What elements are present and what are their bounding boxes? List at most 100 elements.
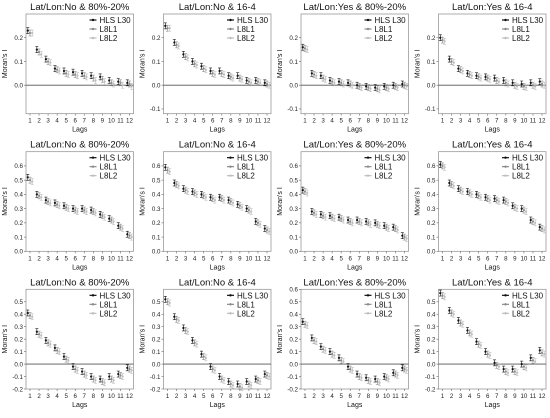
data-point bbox=[245, 207, 248, 210]
data-point bbox=[245, 380, 248, 383]
y-tick-label: 0.3 bbox=[14, 324, 23, 331]
data-point bbox=[49, 201, 52, 205]
legend-label: L8L2 bbox=[237, 172, 255, 181]
legend-marker bbox=[366, 312, 370, 315]
x-tick-label: 10 bbox=[520, 118, 527, 125]
data-point bbox=[321, 76, 325, 80]
data-point bbox=[484, 196, 487, 199]
chart-title: Lat/Lon:Yes & 80%-20% bbox=[303, 140, 406, 151]
data-point bbox=[450, 60, 453, 63]
data-point bbox=[121, 375, 124, 378]
data-point bbox=[130, 369, 133, 372]
data-point bbox=[405, 237, 408, 240]
data-point bbox=[477, 343, 480, 346]
data-point bbox=[342, 360, 345, 363]
data-point bbox=[94, 211, 97, 214]
x-tick-label: 12 bbox=[539, 118, 546, 125]
y-tick-label: -0.2 bbox=[150, 386, 161, 393]
data-point bbox=[53, 346, 57, 349]
y-tick-label: -0.2 bbox=[425, 386, 436, 393]
data-point bbox=[477, 194, 480, 197]
data-point bbox=[525, 210, 528, 213]
legend-marker bbox=[229, 312, 232, 315]
data-point bbox=[534, 221, 537, 224]
data-point bbox=[355, 218, 359, 222]
data-point bbox=[321, 348, 325, 351]
x-tick-label: 12 bbox=[264, 393, 271, 400]
data-point bbox=[374, 221, 377, 224]
legend-marker bbox=[366, 36, 370, 40]
data-point bbox=[37, 333, 41, 336]
data-point bbox=[479, 76, 482, 80]
data-point bbox=[202, 194, 205, 197]
x-tick-label: 4 bbox=[193, 118, 197, 125]
x-tick-label: 2 bbox=[450, 393, 454, 400]
data-point bbox=[121, 227, 124, 230]
data-point bbox=[315, 74, 318, 77]
data-point bbox=[439, 36, 442, 39]
x-tick-label: 2 bbox=[450, 118, 454, 125]
y-axis-label: Moran's I bbox=[2, 187, 9, 216]
legend-label: L8L2 bbox=[237, 309, 255, 318]
data-point bbox=[26, 311, 29, 315]
data-point bbox=[250, 384, 253, 387]
y-tick-label: 0.1 bbox=[152, 234, 161, 241]
data-point bbox=[62, 355, 66, 358]
data-point bbox=[358, 375, 361, 378]
data-point bbox=[186, 190, 189, 193]
x-tick-label: 2 bbox=[450, 255, 454, 262]
x-tick-label: 6 bbox=[211, 393, 215, 400]
y-axis-label: Moran's I bbox=[2, 50, 9, 79]
x-tick-label: 4 bbox=[55, 255, 59, 262]
legend-marker bbox=[504, 174, 507, 177]
data-point bbox=[26, 176, 29, 179]
data-point bbox=[94, 79, 97, 82]
data-point bbox=[543, 84, 546, 87]
data-point bbox=[312, 339, 316, 342]
x-tick-label: 1 bbox=[303, 255, 307, 262]
data-point bbox=[35, 193, 38, 196]
x-tick-label: 4 bbox=[55, 118, 59, 125]
x-tick-label: 11 bbox=[530, 255, 537, 262]
plot-area bbox=[300, 13, 409, 115]
x-tick-label: 4 bbox=[468, 255, 472, 262]
data-point bbox=[383, 85, 386, 88]
data-point bbox=[177, 44, 180, 48]
data-point bbox=[506, 82, 510, 86]
x-tick-label: 5 bbox=[477, 255, 481, 262]
chart-title: Lat/Lon:No & 80%-20% bbox=[30, 2, 130, 13]
legend-label: L8L1 bbox=[512, 25, 530, 34]
data-point bbox=[259, 380, 262, 383]
data-point bbox=[268, 84, 271, 87]
data-point bbox=[128, 234, 131, 237]
data-point bbox=[538, 349, 541, 352]
data-point bbox=[126, 81, 129, 84]
x-tick-label: 12 bbox=[401, 255, 408, 262]
x-tick-label: 6 bbox=[211, 255, 215, 262]
y-axis-label: Moran's I bbox=[140, 325, 147, 354]
data-point bbox=[112, 82, 115, 86]
data-point bbox=[74, 367, 77, 371]
data-point bbox=[383, 375, 386, 378]
data-point bbox=[250, 210, 253, 213]
legend-marker bbox=[91, 165, 95, 168]
data-point bbox=[439, 163, 442, 166]
y-tick-label: 0.5 bbox=[14, 299, 23, 306]
data-point bbox=[126, 233, 129, 236]
data-point bbox=[443, 166, 446, 169]
data-point bbox=[328, 214, 332, 217]
data-point bbox=[374, 86, 377, 89]
y-tick-label: 0.3 bbox=[289, 324, 298, 331]
y-axis-label: Moran's I bbox=[415, 325, 422, 354]
data-point bbox=[461, 190, 464, 193]
data-point bbox=[46, 200, 50, 203]
x-tick-label: 8 bbox=[367, 393, 371, 400]
data-point bbox=[328, 350, 332, 353]
x-axis-label: Lags bbox=[347, 402, 363, 409]
data-point bbox=[315, 340, 318, 343]
data-point bbox=[403, 84, 406, 87]
x-tick-label: 2 bbox=[312, 255, 316, 262]
data-point bbox=[103, 216, 106, 219]
data-point bbox=[488, 198, 492, 202]
data-point bbox=[497, 80, 501, 83]
